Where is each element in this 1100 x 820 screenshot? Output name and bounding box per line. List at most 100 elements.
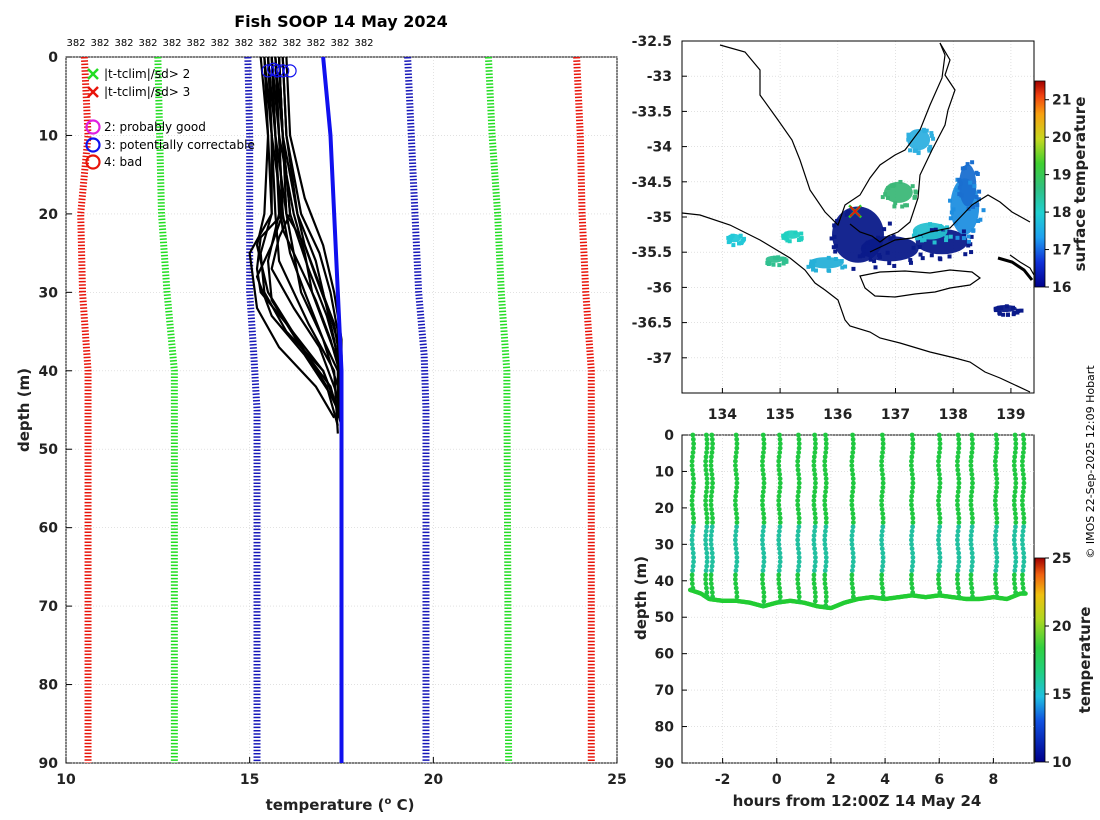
timeseries-point: [796, 436, 802, 442]
profile-count-label: 382: [234, 38, 253, 49]
sst-pixel: [974, 170, 979, 175]
timeseries-point: [796, 563, 802, 569]
legend-flag2-label: |t-tclim|/sd> 2: [104, 67, 190, 81]
timeseries-point: [937, 555, 943, 560]
timeseries-point: [908, 498, 914, 503]
timeseries-point: [690, 489, 696, 495]
timeseries-point: [710, 476, 715, 482]
timeseries-point: [993, 585, 999, 591]
timeseries-point: [761, 594, 767, 600]
timeseries-point: [704, 445, 710, 451]
timeseries-point: [704, 524, 710, 530]
profile-count-labels: 382 382 382 382 382 382 382 382 382 382 382 382 382: [66, 38, 373, 49]
timeseries-point: [955, 450, 961, 455]
timeseries-point: [850, 550, 856, 556]
temperature-colorbar-tick-label: 15: [1052, 687, 1071, 703]
timeseries-point: [1020, 458, 1025, 464]
sst-pixel: [955, 235, 960, 240]
timeseries-point: [708, 498, 714, 503]
timeseries-point: [795, 498, 801, 503]
timeseries-point: [909, 546, 915, 552]
timeseries-point: [709, 563, 715, 569]
map-ytick-label: -32.5: [632, 34, 672, 50]
timeseries-point: [796, 441, 802, 447]
timeseries-point: [880, 590, 886, 595]
sst-pixel: [728, 235, 733, 240]
timeseries-point: [956, 559, 962, 565]
map-xtick-label: 138: [939, 407, 968, 423]
sst-pixel: [920, 256, 925, 261]
timeseries-point: [822, 467, 828, 473]
timeseries-point: [850, 471, 856, 477]
timeseries-point: [937, 559, 943, 565]
timeseries-point: [879, 533, 885, 538]
timeseries-point: [910, 436, 916, 442]
timeseries-point: [956, 555, 962, 560]
timeseries-point: [708, 541, 714, 547]
profile-count-label: 382: [282, 38, 301, 49]
timeseries-point: [777, 489, 782, 495]
timeseries-point: [734, 445, 740, 451]
timeseries-point: [936, 572, 941, 578]
timeseries-point: [936, 568, 942, 573]
timeseries-point: [1020, 467, 1026, 473]
timeseries-point: [849, 467, 855, 473]
timeseries-point: [708, 572, 714, 578]
timeseries-point: [709, 436, 715, 442]
timeseries-point: [880, 594, 886, 600]
timeseries-point: [733, 568, 739, 573]
sst-pixel: [928, 222, 933, 227]
sst-pixel: [726, 235, 731, 240]
timeseries-point: [823, 432, 828, 438]
timeseries-point: [936, 467, 942, 473]
sst-pixel: [887, 221, 892, 226]
timeseries-point: [968, 576, 974, 582]
timeseries-point: [909, 506, 915, 512]
timeseries-point: [703, 454, 709, 460]
sst-pixel: [880, 195, 885, 200]
timeseries-point: [795, 458, 801, 464]
timeseries-point: [910, 520, 916, 525]
timeseries-point: [1012, 528, 1018, 534]
timeseries-point: [956, 590, 962, 595]
timeseries-point: [823, 511, 829, 517]
timeseries-point: [734, 520, 740, 525]
timeseries-point: [879, 541, 885, 547]
temperature-profile-line: [270, 56, 343, 379]
sst-pixel: [932, 240, 937, 245]
timeseries-point: [1011, 463, 1017, 469]
timeseries-point: [760, 568, 766, 573]
timeseries-point: [796, 485, 802, 490]
sst-pixel: [843, 264, 848, 269]
sst-pixel: [813, 268, 818, 273]
timeseries-point: [733, 467, 739, 473]
timeseries-point: [709, 432, 715, 438]
timeseries-point: [777, 471, 783, 477]
timeseries-point: [955, 432, 961, 438]
timeseries-point: [777, 511, 783, 517]
timeseries-point: [734, 511, 739, 517]
timeseries-point: [811, 454, 817, 460]
sst-pixel: [839, 259, 844, 264]
timeseries-point: [795, 533, 801, 538]
sst-pixel: [886, 185, 891, 190]
sst-pixel: [948, 234, 953, 239]
timeseries-point: [708, 458, 714, 464]
timeseries-point: [1013, 559, 1019, 565]
timeseries-point: [691, 441, 697, 447]
sst-pixel: [993, 308, 998, 313]
timeseries-point: [850, 559, 856, 565]
timeseries-point: [994, 476, 1000, 482]
timeseries-point: [710, 515, 715, 521]
timeseries-point: [760, 454, 766, 460]
timeseries-point: [849, 576, 855, 582]
timeseries-point: [909, 471, 915, 477]
timeseries-point: [956, 480, 962, 486]
timeseries-point: [709, 524, 715, 530]
timeseries-point: [760, 603, 766, 608]
sst-pixel: [738, 241, 743, 246]
timeseries-point: [937, 515, 943, 521]
timeseries-point: [1013, 555, 1019, 560]
timeseries-point: [970, 441, 975, 447]
timeseries-point: [937, 476, 943, 482]
